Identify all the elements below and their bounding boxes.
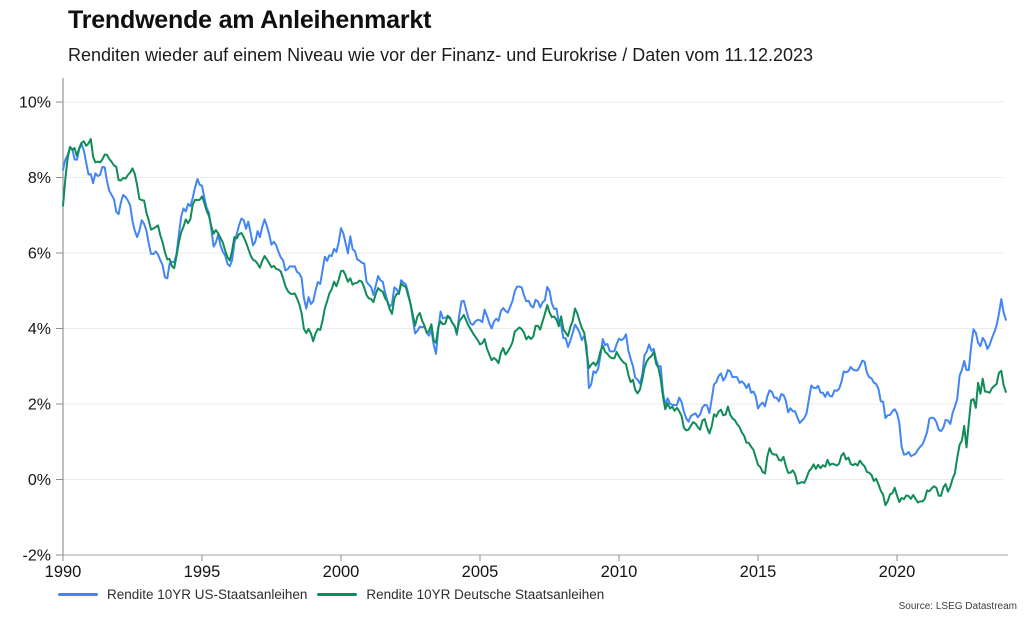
axis-tick-labels: 10% 8% 6% 4% 2% 0% -2%1990 1995 2000 2005 2010 2015… bbox=[19, 95, 915, 582]
legend-label-us: Rendite 10YR US-Staatsanleihen bbox=[107, 587, 308, 602]
y-tick-label: 8% bbox=[28, 170, 51, 187]
legend-item-us: Rendite 10YR US-Staatsanleihen bbox=[58, 587, 307, 602]
legend-label-de: Rendite 10YR Deutsche Staatsanleihen bbox=[366, 587, 605, 602]
series-line-0 bbox=[62, 142, 1007, 458]
y-tick-label: 4% bbox=[28, 321, 51, 338]
x-tick-label: 1995 bbox=[184, 563, 221, 581]
y-tick-label: -2% bbox=[23, 548, 51, 565]
x-tick-label: 2005 bbox=[462, 563, 499, 581]
x-tick-label: 2020 bbox=[879, 563, 916, 581]
y-tick-label: 10% bbox=[19, 95, 51, 112]
x-tick-label: 2010 bbox=[601, 563, 638, 581]
legend-item-de: Rendite 10YR Deutsche Staatsanleihen bbox=[317, 587, 604, 602]
axes bbox=[56, 78, 1008, 561]
data-series-lines bbox=[62, 138, 1007, 507]
y-tick-label: 6% bbox=[28, 246, 51, 263]
chart-subtitle: Renditen wieder auf einem Niveau wie vor… bbox=[68, 45, 814, 65]
legend: Rendite 10YR US-Staatsanleihen Rendite 1… bbox=[58, 587, 604, 602]
y-tick-label: 2% bbox=[28, 397, 51, 414]
source-attribution: Source: LSEG Datastream bbox=[898, 601, 1017, 612]
y-tick-label: 0% bbox=[28, 472, 51, 489]
x-tick-label: 2000 bbox=[323, 563, 360, 581]
us-line-swatch bbox=[58, 593, 98, 596]
chart-title: Trendwende am Anleihenmarkt bbox=[68, 6, 432, 34]
series-line-1 bbox=[62, 138, 1007, 507]
de-line-swatch bbox=[317, 593, 358, 596]
x-tick-label: 2015 bbox=[740, 563, 777, 581]
gridlines bbox=[63, 101, 1003, 480]
x-tick-label: 1990 bbox=[45, 563, 82, 581]
